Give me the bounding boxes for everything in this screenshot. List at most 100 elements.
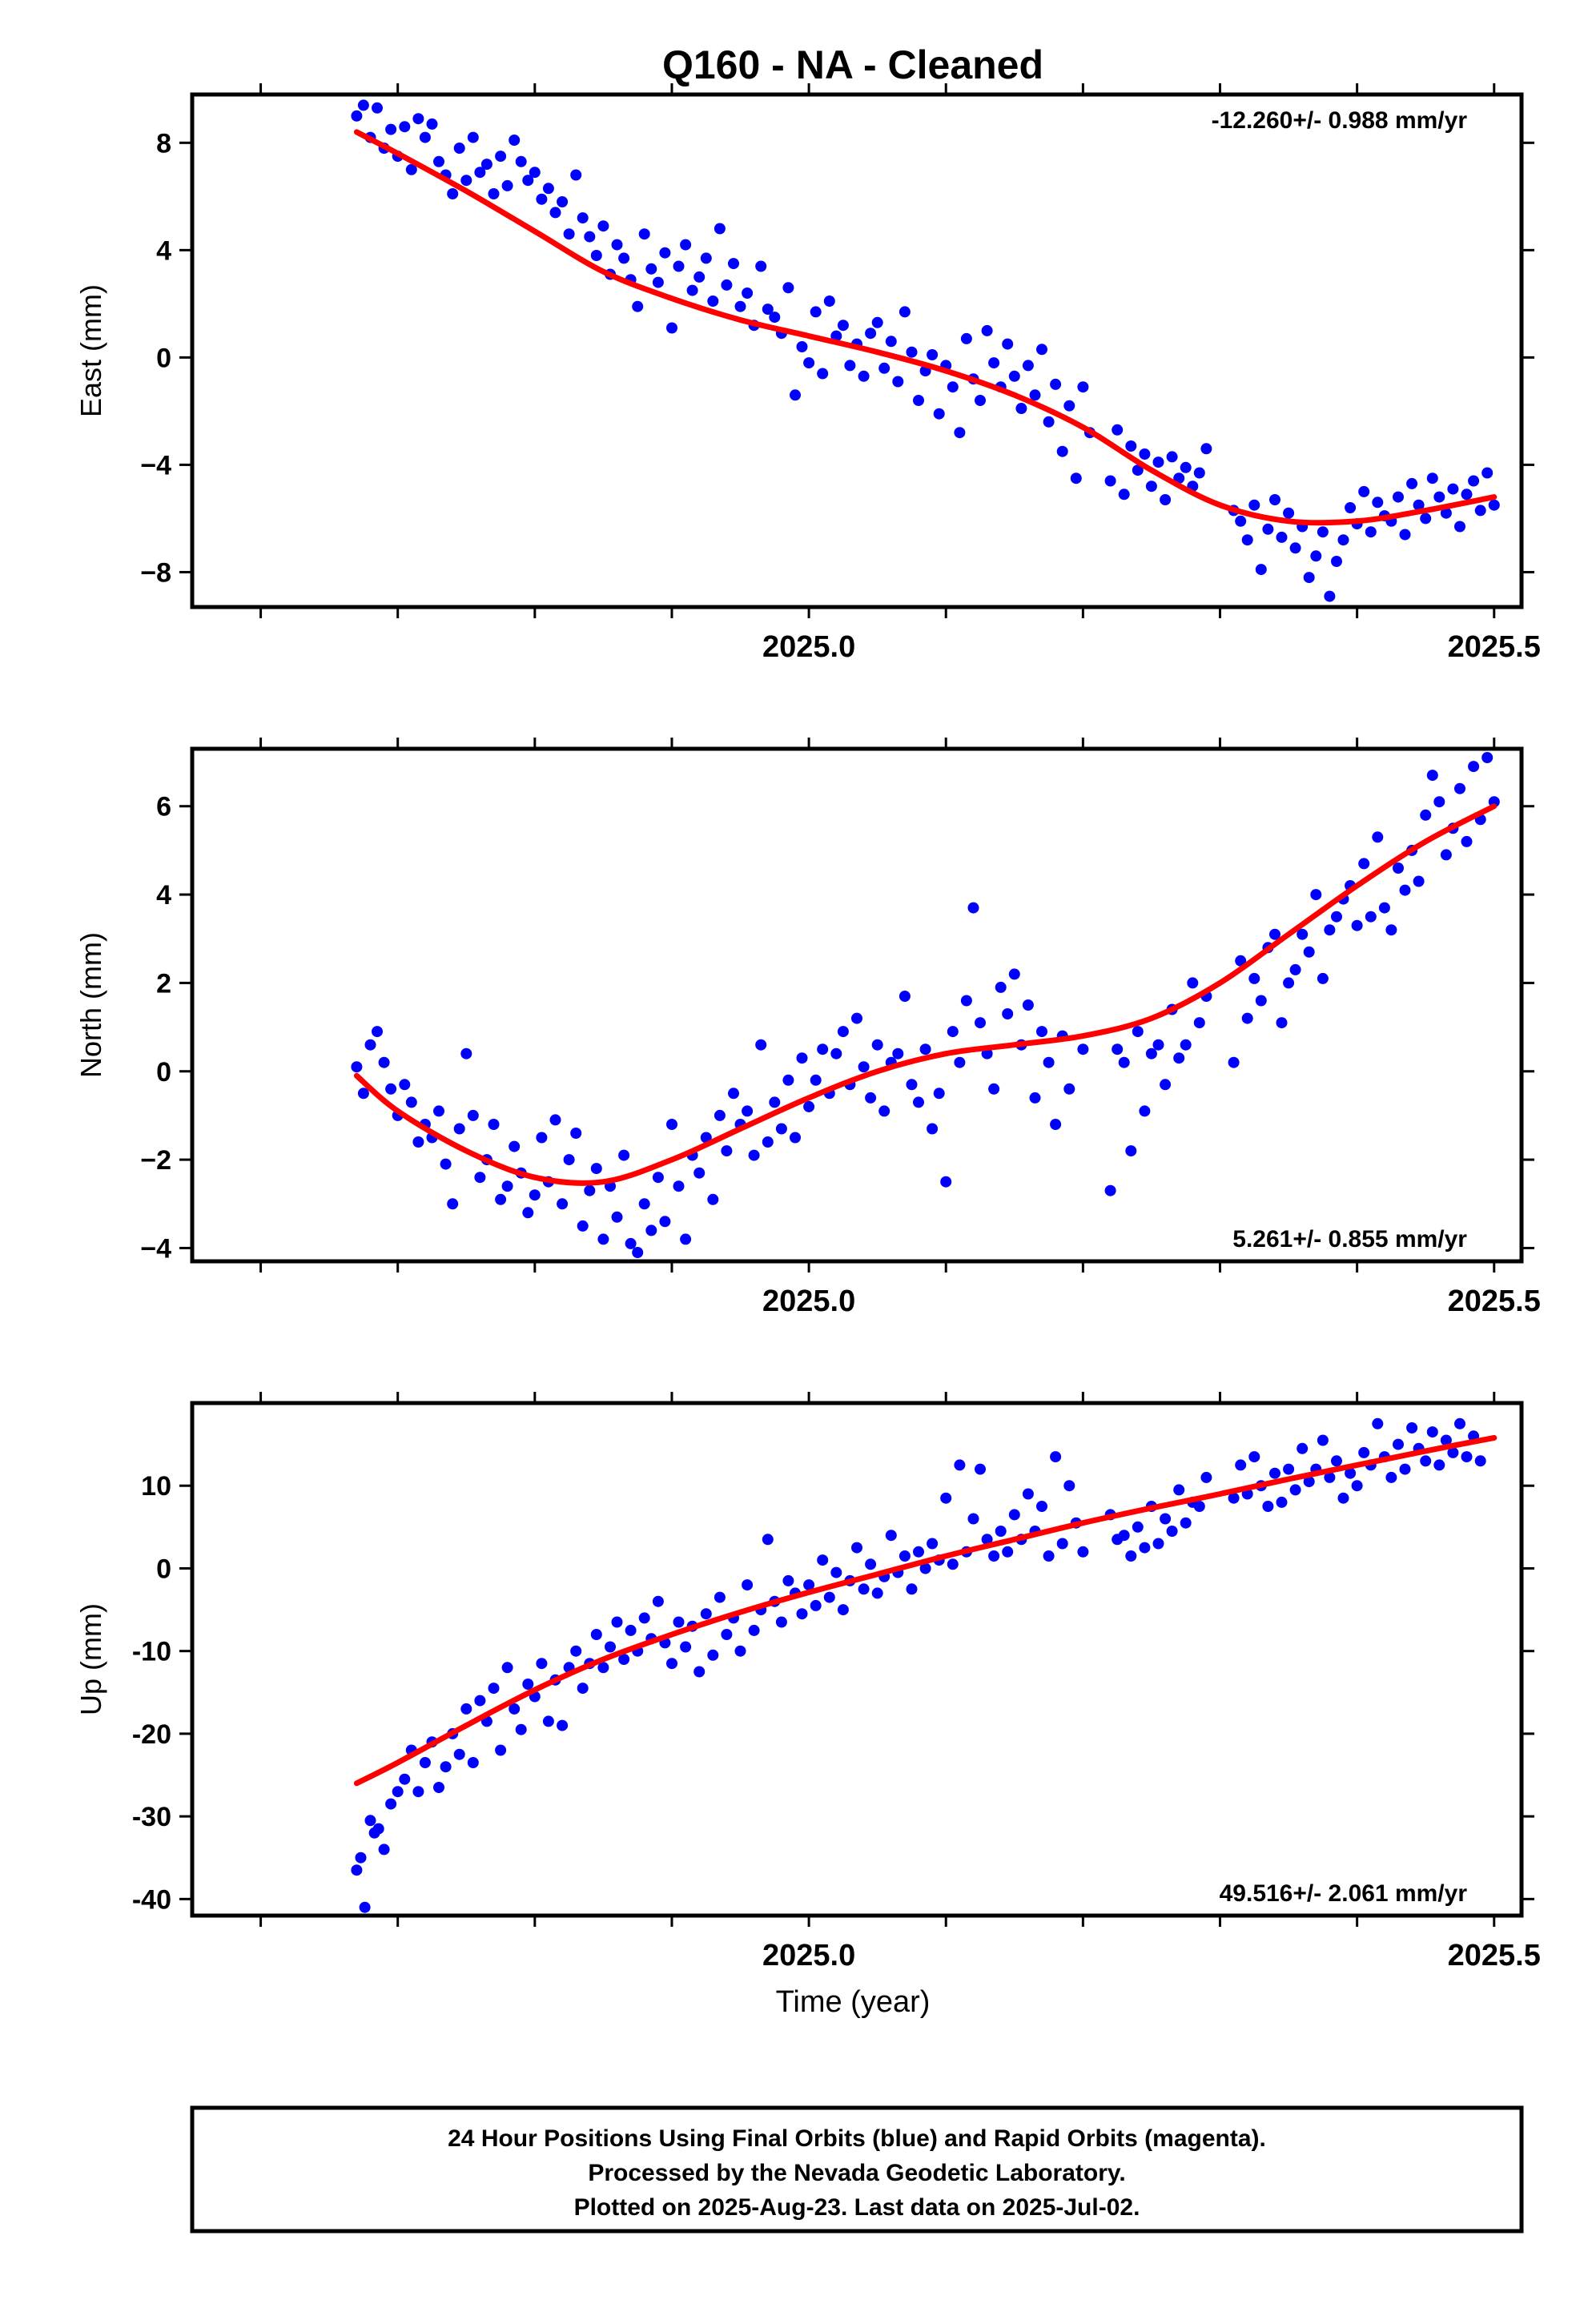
north-data-point [919, 1043, 931, 1055]
up-data-point [652, 1595, 664, 1607]
east-data-point [1255, 564, 1267, 576]
up-data-point [419, 1757, 431, 1768]
north-data-point [1310, 889, 1322, 901]
north-data-point [1385, 924, 1397, 936]
north-y-tick-label: −2 [140, 1145, 171, 1176]
north-data-point [590, 1163, 602, 1175]
east-data-point [734, 300, 746, 312]
east-data-point [1447, 483, 1459, 495]
east-data-point [357, 99, 369, 111]
east-data-point [549, 207, 561, 219]
north-data-point [433, 1105, 444, 1117]
east-data-point [1276, 531, 1288, 543]
up-data-point [871, 1587, 883, 1599]
north-data-point [1036, 1026, 1047, 1038]
up-data-point [1262, 1501, 1274, 1512]
up-data-point [515, 1723, 527, 1735]
north-data-point [728, 1088, 739, 1100]
north-data-point [837, 1026, 849, 1038]
east-data-point [1043, 416, 1055, 428]
up-data-point [399, 1773, 411, 1785]
east-data-point [686, 284, 698, 296]
up-y-tick-label: -10 [132, 1637, 171, 1667]
north-x-tick-label: 2025.0 [762, 1285, 855, 1318]
up-data-point [1056, 1538, 1068, 1550]
north-data-point [659, 1216, 671, 1228]
up-data-point [509, 1703, 521, 1715]
up-data-point [611, 1616, 623, 1628]
up-x-tick-label: 2025.5 [1448, 1939, 1541, 1972]
north-data-point [899, 991, 911, 1002]
east-data-point [817, 368, 829, 380]
east-data-point [769, 312, 781, 324]
up-data-point [748, 1624, 760, 1636]
north-data-point [714, 1109, 726, 1121]
east-data-point [975, 395, 986, 406]
north-data-point [755, 1039, 767, 1051]
north-data-point [625, 1237, 637, 1249]
north-data-point [1104, 1184, 1116, 1196]
east-data-point [1481, 467, 1494, 479]
up-data-point [1393, 1438, 1404, 1450]
east-data-point [467, 131, 479, 143]
east-data-point [707, 296, 719, 307]
north-data-point [782, 1074, 794, 1086]
up-data-point [919, 1562, 931, 1574]
north-data-point [796, 1052, 808, 1064]
north-data-point [645, 1224, 657, 1236]
east-data-point [721, 279, 733, 291]
north-data-point [1152, 1039, 1164, 1051]
x-axis-label: Time (year) [776, 1985, 931, 2019]
up-data-point [1132, 1521, 1144, 1533]
up-y-tick-label: -30 [132, 1802, 171, 1832]
east-data-point [1104, 475, 1116, 487]
north-data-point [1241, 1012, 1253, 1024]
up-data-point [1440, 1434, 1452, 1446]
north-data-point [892, 1047, 904, 1059]
north-data-point [467, 1109, 479, 1121]
up-data-point [995, 1526, 1007, 1537]
up-data-point [460, 1703, 472, 1715]
east-data-point [426, 118, 438, 130]
east-data-point [782, 282, 794, 294]
east-data-point [680, 239, 692, 251]
east-data-point [1440, 507, 1452, 519]
north-data-point [940, 1176, 952, 1188]
north-data-point [1324, 924, 1336, 936]
north-data-point [1160, 1079, 1172, 1091]
north-data-point [988, 1083, 1000, 1095]
east-data-point [1289, 542, 1301, 554]
north-data-point [1440, 849, 1452, 861]
up-data-point [1303, 1476, 1315, 1488]
north-data-point [762, 1136, 774, 1148]
east-data-point [632, 300, 644, 312]
north-data-point [1002, 1008, 1014, 1019]
up-data-point [1345, 1467, 1357, 1479]
east-data-point [1488, 499, 1500, 511]
up-data-point [947, 1558, 959, 1570]
east-data-point [762, 304, 774, 316]
east-data-point [453, 143, 465, 154]
up-data-point [673, 1616, 685, 1628]
north-data-point [960, 995, 972, 1007]
east-data-point [1056, 445, 1068, 457]
north-data-point [1289, 963, 1301, 975]
up-data-point [823, 1591, 835, 1603]
north-data-point [1331, 911, 1342, 923]
east-data-point [645, 263, 657, 275]
east-data-point [659, 247, 671, 259]
east-data-point [1420, 513, 1432, 525]
north-y-tick-label: 0 [156, 1057, 171, 1088]
up-data-point [577, 1683, 589, 1695]
up-data-point [1433, 1459, 1445, 1471]
up-data-point [495, 1744, 507, 1756]
north-data-point [1132, 1026, 1144, 1038]
east-data-point [351, 110, 363, 122]
east-data-point [1303, 572, 1315, 584]
footer-line-3: Plotted on 2025-Aug-23. Last data on 202… [574, 2194, 1140, 2221]
east-data-point [1399, 529, 1411, 541]
east-data-point [865, 328, 877, 340]
east-data-point [563, 228, 575, 240]
up-y-tick-label: -20 [132, 1719, 171, 1750]
up-data-point [1317, 1434, 1329, 1446]
